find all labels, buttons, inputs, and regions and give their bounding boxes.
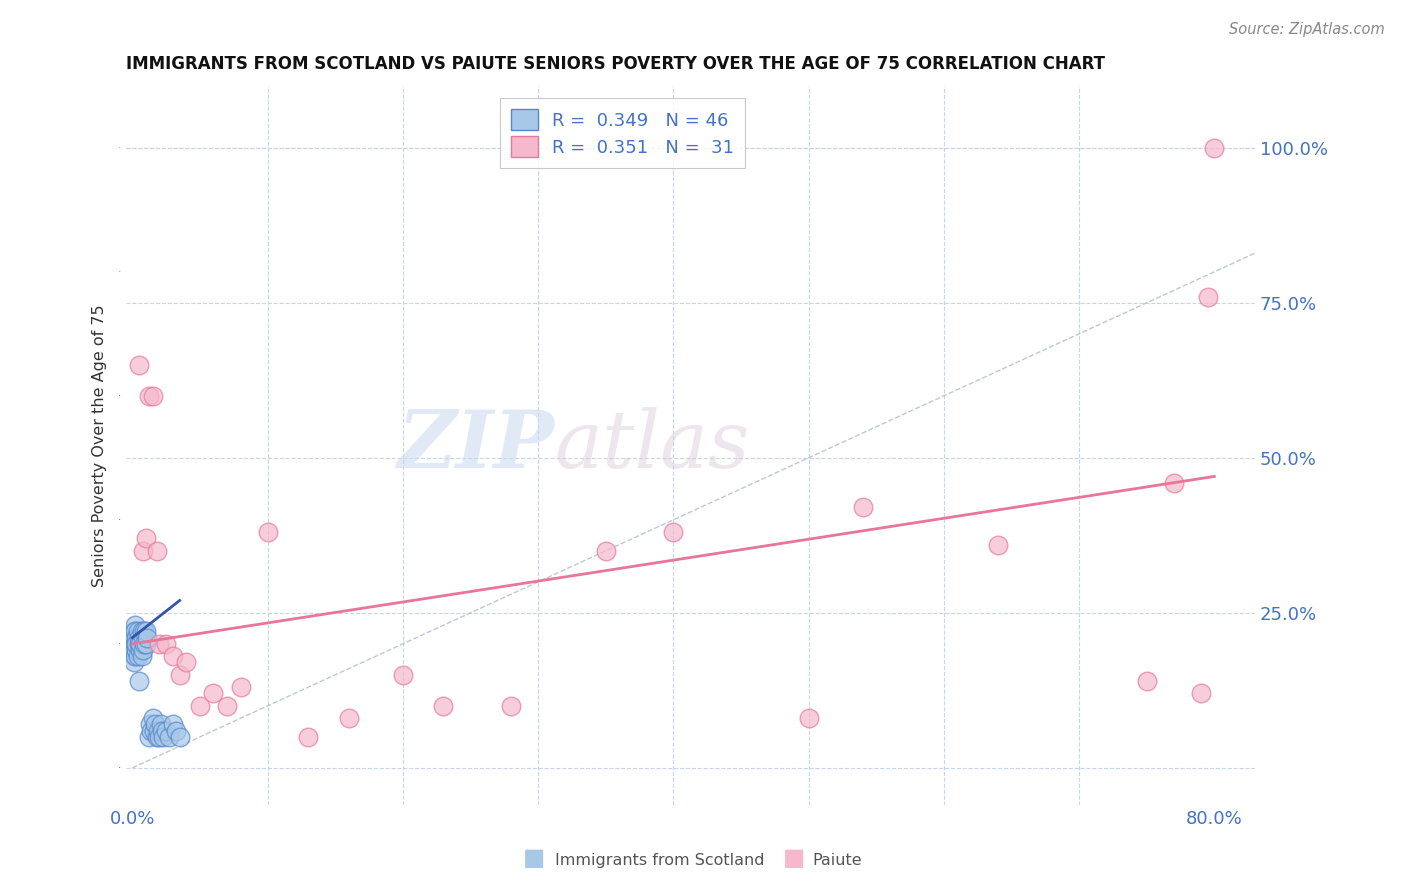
Legend: R =  0.349   N = 46, R =  0.351   N =  31: R = 0.349 N = 46, R = 0.351 N = 31 [501, 98, 745, 168]
Point [125, 643, 148, 657]
Text: ■: ■ [523, 846, 546, 870]
Point [149, 717, 172, 731]
Point [122, 643, 145, 657]
Point [125, 637, 148, 651]
Point [135, 637, 157, 651]
Text: atlas: atlas [555, 407, 749, 484]
Point [169, 730, 191, 744]
Point [499, 698, 522, 713]
Point [145, 730, 167, 744]
Point [595, 544, 617, 558]
Point [176, 656, 198, 670]
Point [134, 637, 156, 651]
Point [146, 723, 169, 738]
Point [256, 525, 278, 540]
Point [852, 500, 875, 515]
Point [1189, 686, 1212, 700]
Point [145, 544, 167, 558]
Point [1204, 141, 1226, 155]
Point [142, 723, 165, 738]
Point [128, 358, 150, 372]
Point [128, 674, 150, 689]
Point [141, 723, 163, 738]
Text: ■: ■ [783, 846, 806, 870]
Text: Source: ZipAtlas.com: Source: ZipAtlas.com [1229, 22, 1385, 37]
Text: ZIP: ZIP [398, 407, 555, 484]
Point [124, 624, 146, 639]
Point [138, 730, 160, 744]
Point [987, 538, 1010, 552]
Point [155, 637, 177, 651]
Point [215, 698, 238, 713]
Point [125, 631, 148, 645]
Point [124, 649, 146, 664]
Point [432, 698, 454, 713]
Text: Immigrants from Scotland: Immigrants from Scotland [555, 853, 765, 868]
Point [1136, 674, 1159, 689]
Point [134, 624, 156, 639]
Point [135, 532, 157, 546]
Point [148, 637, 170, 651]
Y-axis label: Seniors Poverty Over the Age of 75: Seniors Poverty Over the Age of 75 [93, 304, 107, 587]
Point [797, 711, 820, 725]
Point [135, 624, 157, 639]
Point [132, 544, 155, 558]
Point [129, 637, 152, 651]
Point [143, 717, 166, 731]
Point [139, 717, 162, 731]
Point [150, 723, 173, 738]
Point [132, 631, 155, 645]
Point [202, 686, 225, 700]
Text: Paiute: Paiute [813, 853, 862, 868]
Point [131, 649, 153, 664]
Point [662, 525, 685, 540]
Point [1163, 475, 1185, 490]
Point [122, 631, 145, 645]
Point [131, 624, 153, 639]
Point [122, 649, 145, 664]
Point [162, 649, 184, 664]
Point [142, 389, 165, 403]
Point [1197, 290, 1219, 304]
Point [128, 637, 150, 651]
Point [132, 643, 155, 657]
Point [138, 389, 160, 403]
Point [124, 637, 146, 651]
Point [127, 624, 149, 639]
Point [122, 637, 145, 651]
Point [128, 631, 150, 645]
Point [136, 631, 159, 645]
Text: IMMIGRANTS FROM SCOTLAND VS PAIUTE SENIORS POVERTY OVER THE AGE OF 75 CORRELATIO: IMMIGRANTS FROM SCOTLAND VS PAIUTE SENIO… [125, 55, 1105, 73]
Point [337, 711, 360, 725]
Point [129, 643, 152, 657]
Point [122, 624, 145, 639]
Point [165, 723, 187, 738]
Point [148, 730, 170, 744]
Point [122, 656, 145, 670]
Point [155, 723, 177, 738]
Point [169, 668, 191, 682]
Point [124, 618, 146, 632]
Point [157, 730, 180, 744]
Point [142, 711, 165, 725]
Point [127, 649, 149, 664]
Point [297, 730, 319, 744]
Point [229, 680, 252, 694]
Point [391, 668, 413, 682]
Point [188, 698, 211, 713]
Point [152, 730, 174, 744]
Point [162, 717, 184, 731]
